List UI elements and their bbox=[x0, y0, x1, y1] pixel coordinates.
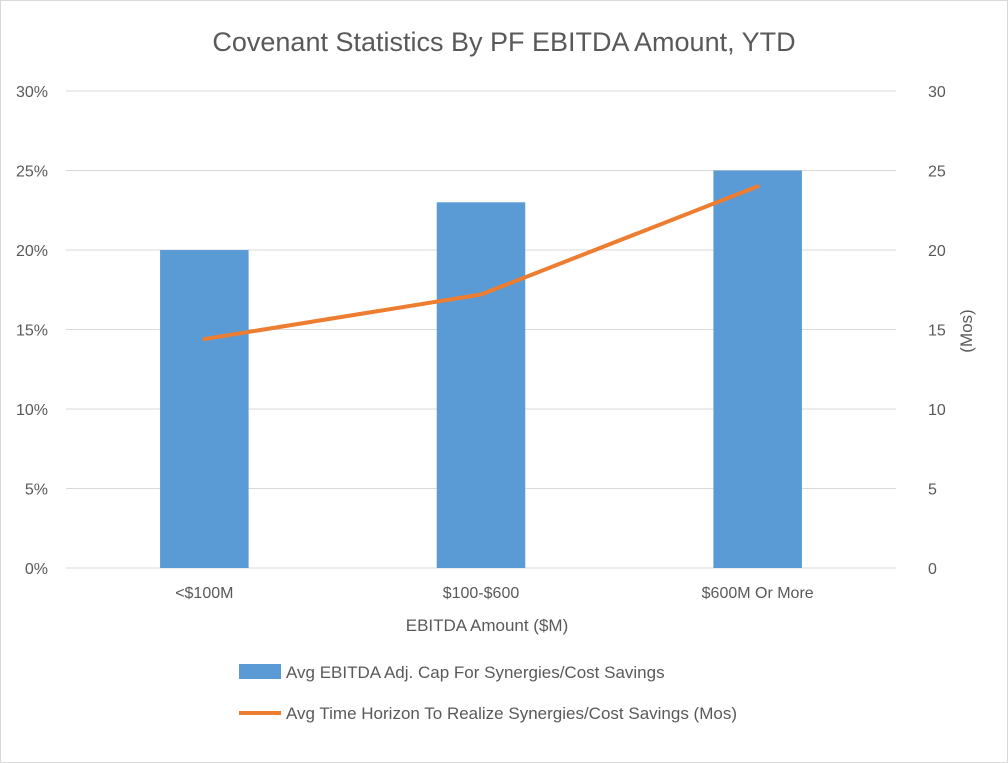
x-tick-label: $100-$600 bbox=[443, 585, 520, 602]
legend-label-bar: Avg EBITDA Adj. Cap For Synergies/Cost S… bbox=[286, 663, 665, 682]
x-tick-label: $600M Or More bbox=[702, 585, 814, 602]
left-tick-label: 5% bbox=[25, 482, 48, 499]
left-tick-label: 25% bbox=[16, 164, 48, 181]
line-series bbox=[202, 184, 760, 342]
legend: Avg EBITDA Adj. Cap For Synergies/Cost S… bbox=[239, 663, 737, 723]
right-tick-label: 0 bbox=[928, 561, 937, 578]
right-axis-title: (Mos) bbox=[957, 309, 976, 352]
legend-bar-swatch bbox=[239, 664, 281, 679]
series-line bbox=[202, 184, 760, 342]
x-axis-title: EBITDA Amount ($M) bbox=[406, 616, 569, 635]
left-tick-label: 15% bbox=[16, 323, 48, 340]
left-tick-label: 0% bbox=[25, 561, 48, 578]
right-tick-label: 10 bbox=[928, 402, 946, 419]
right-tick-label: 30 bbox=[928, 84, 946, 101]
chart-title: Covenant Statistics By PF EBITDA Amount,… bbox=[212, 27, 795, 57]
right-tick-label: 25 bbox=[928, 164, 946, 181]
bar-series bbox=[160, 170, 802, 569]
right-tick-label: 5 bbox=[928, 482, 937, 499]
bar bbox=[436, 202, 526, 569]
x-axis-labels: <$100M $100-$600 $600M Or More bbox=[175, 585, 814, 602]
right-tick-label: 15 bbox=[928, 323, 946, 340]
right-tick-label: 20 bbox=[928, 243, 946, 260]
left-tick-label: 10% bbox=[16, 402, 48, 419]
left-axis-ticks: 0% 5% 10% 15% 20% 25% 30% bbox=[16, 84, 48, 578]
bar bbox=[713, 170, 802, 568]
left-tick-label: 30% bbox=[16, 84, 48, 101]
left-tick-label: 20% bbox=[16, 243, 48, 260]
x-tick-label: <$100M bbox=[175, 585, 233, 602]
legend-label-line: Avg Time Horizon To Realize Synergies/Co… bbox=[286, 704, 737, 723]
right-axis-ticks: 0 5 10 15 20 25 30 bbox=[928, 84, 946, 578]
bar bbox=[160, 250, 249, 568]
